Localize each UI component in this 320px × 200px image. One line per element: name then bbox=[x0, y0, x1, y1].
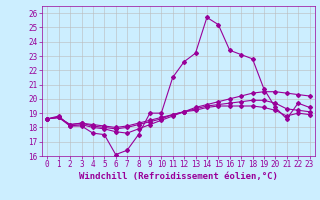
X-axis label: Windchill (Refroidissement éolien,°C): Windchill (Refroidissement éolien,°C) bbox=[79, 172, 278, 181]
